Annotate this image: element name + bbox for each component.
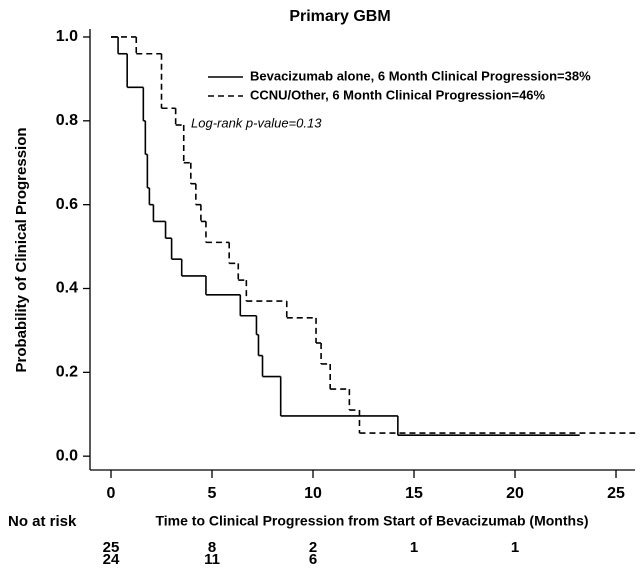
annotation: Log-rank p-value=0.13	[191, 115, 322, 130]
y-axis-label: Probability of Clinical Progression	[13, 127, 30, 372]
x-axis-label: Time to Clinical Progression from Start …	[155, 513, 588, 529]
x-tick-label: 25	[607, 485, 625, 502]
x-tick-label: 0	[107, 485, 116, 502]
y-tick-label: 0.4	[56, 280, 78, 297]
at-risk-count: 1	[410, 539, 418, 556]
at-risk-label: No at risk	[8, 513, 77, 530]
x-tick-label: 20	[506, 485, 524, 502]
at-risk-count: 25	[103, 539, 120, 556]
at-risk-count: 11	[204, 551, 220, 567]
y-tick-label: 0.6	[56, 196, 78, 213]
at-risk-count: 6	[309, 551, 317, 567]
y-tick-label: 0.0	[56, 447, 78, 464]
x-tick-label: 15	[405, 485, 423, 502]
y-tick-label: 1.0	[56, 28, 78, 45]
at-risk-count: 1	[511, 539, 519, 556]
legend-label: Bevacizumab alone, 6 Month Clinical Prog…	[250, 68, 591, 83]
y-tick-label: 0.8	[56, 112, 78, 129]
chart-title: Primary GBM	[289, 8, 390, 25]
x-tick-label: 10	[304, 485, 322, 502]
legend-label: CCNU/Other, 6 Month Clinical Progression…	[250, 87, 546, 102]
at-risk-count: 8	[208, 539, 216, 556]
at-risk-count: 24	[103, 551, 120, 567]
at-risk-count: 2	[309, 539, 317, 556]
x-tick-label: 5	[208, 485, 217, 502]
y-tick-label: 0.2	[56, 364, 78, 381]
